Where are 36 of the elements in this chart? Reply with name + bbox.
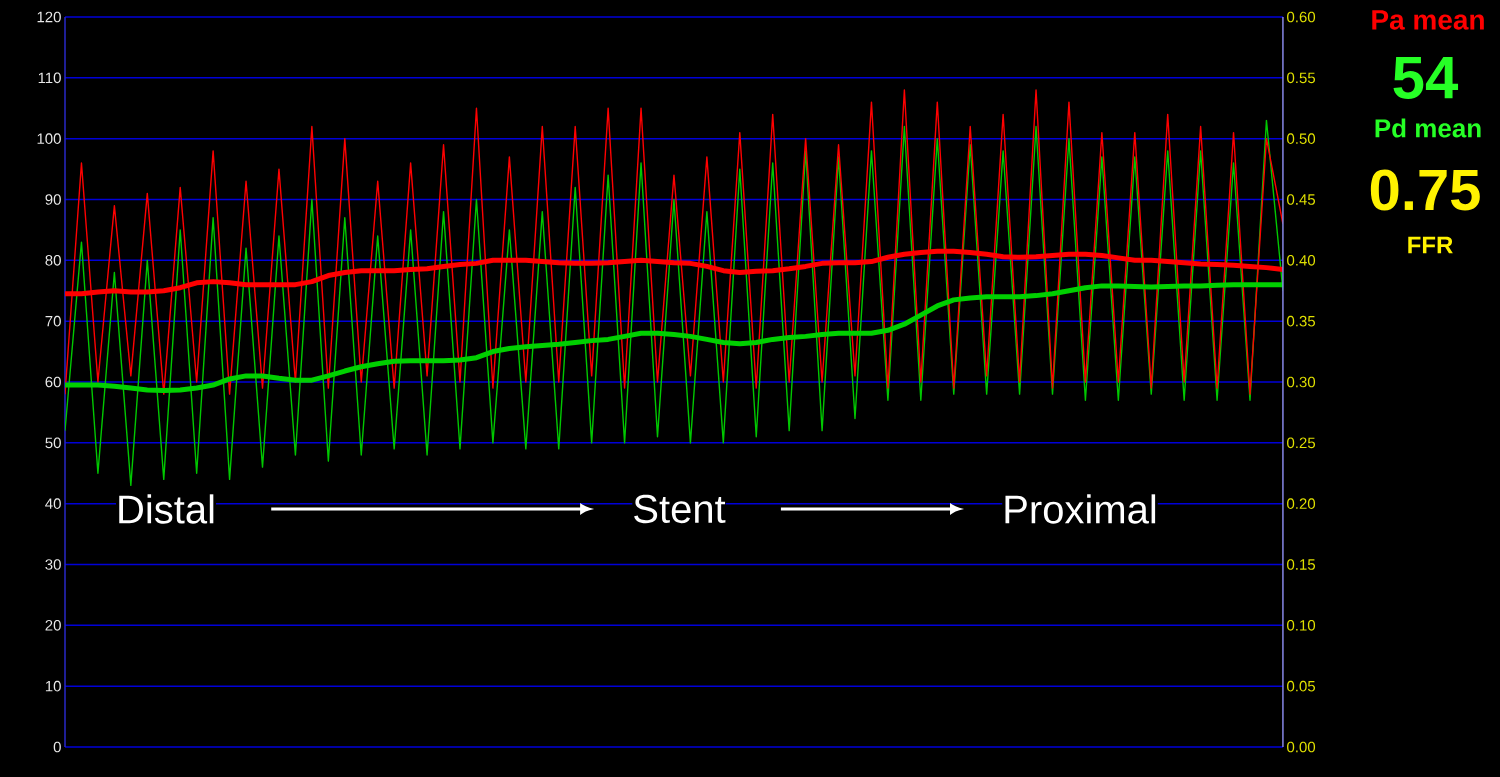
y2-tick-label: 0.30: [1287, 376, 1316, 388]
y-tick-label: 100: [37, 133, 61, 144]
line-series: [65, 89, 1283, 395]
annotation: Stent: [634, 494, 726, 524]
y2-tick-label: 0.45: [1287, 194, 1316, 205]
y-tick-label: 20: [45, 620, 61, 631]
text: 0.75: [1370, 169, 1480, 211]
y-tick-label: 70: [45, 315, 61, 327]
y2-tick-label: 0.25: [1287, 437, 1316, 449]
y2-tick-label: 0.05: [1287, 680, 1316, 692]
y-tick-label: 40: [45, 498, 61, 509]
y-tick-label: 10: [45, 680, 61, 692]
text: Pa mean: [1372, 10, 1484, 30]
y2-tick-label: 0.15: [1287, 559, 1316, 570]
y-tick-label: 50: [45, 437, 61, 449]
text: FFR: [1408, 236, 1453, 254]
y2-tick-label: 0.50: [1287, 133, 1316, 144]
y-tick-label: 110: [38, 72, 61, 84]
text: 54: [1393, 57, 1459, 99]
y2-tick-label: 0.40: [1287, 255, 1316, 266]
y2-tick-label: 0.60: [1287, 11, 1316, 23]
y-tick-label: 120: [37, 11, 61, 23]
y-tick-label: 0: [53, 741, 61, 753]
y-tick-label: 90: [45, 194, 61, 205]
y-tick-label: 60: [45, 376, 61, 388]
y2-tick-label: 0.35: [1287, 315, 1316, 327]
y2-tick-label: 0.10: [1287, 620, 1316, 631]
line-series: [65, 119, 1283, 487]
text: Pd mean: [1375, 118, 1481, 138]
y2-tick-label: 0.20: [1287, 498, 1316, 509]
annotation: Distal: [119, 494, 214, 524]
y2-tick-label: 0.00: [1287, 741, 1316, 753]
y-tick-label: 80: [45, 255, 61, 266]
annotation: Proximal: [1005, 494, 1156, 524]
y-tick-label: 30: [45, 559, 61, 570]
y2-tick-label: 0.55: [1287, 72, 1316, 84]
